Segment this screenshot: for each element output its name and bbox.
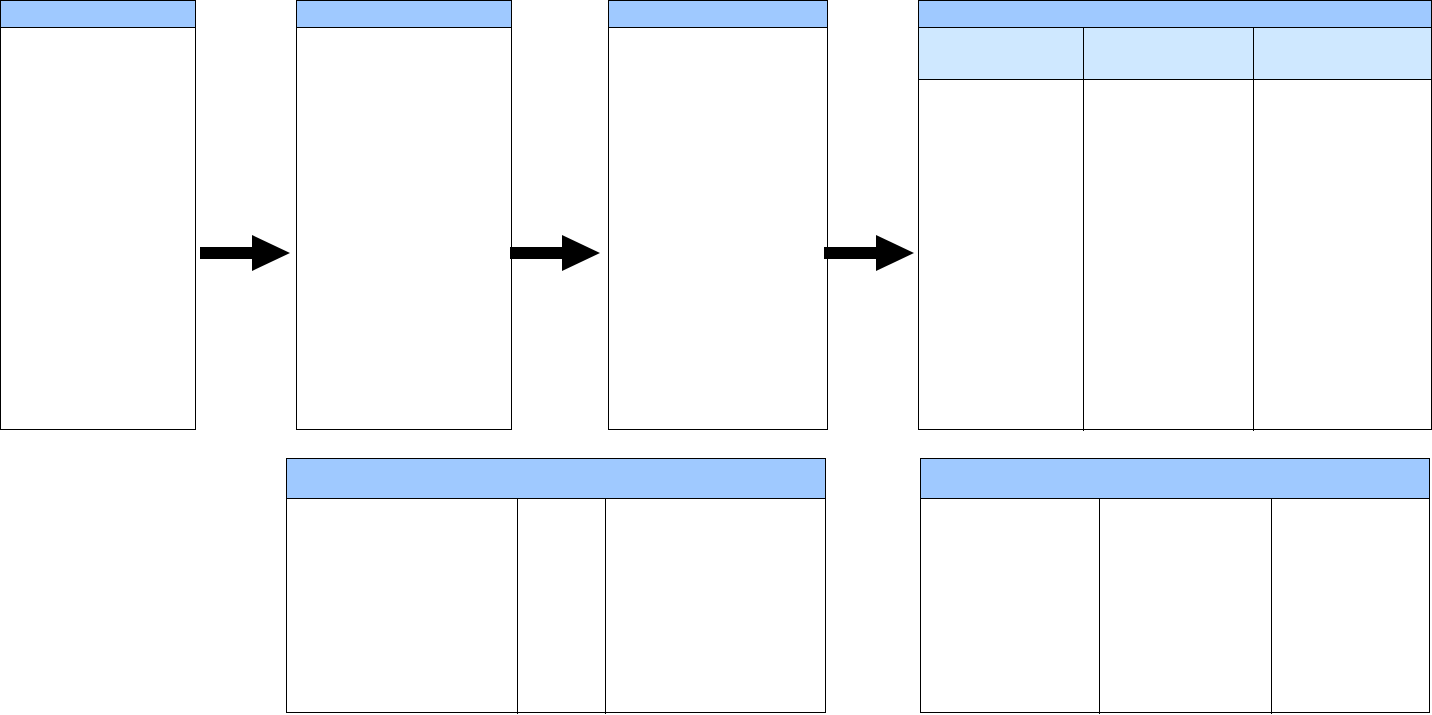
arrow-right-icon <box>508 233 600 273</box>
arrow-1 <box>198 233 290 273</box>
stage-5-col-divider-2 <box>605 499 606 714</box>
stage-6-col-divider-1 <box>1099 499 1100 714</box>
stage-box-5 <box>286 458 826 713</box>
stage-2-header <box>297 1 511 28</box>
arrow-right-icon <box>822 233 914 273</box>
arrow-3 <box>822 233 914 273</box>
stage-box-1 <box>0 0 196 430</box>
stage-4-col-divider-1 <box>1083 28 1084 431</box>
stage-box-2 <box>296 0 512 430</box>
stage-6-col-divider-2 <box>1271 499 1272 714</box>
stage-6-header <box>921 459 1429 499</box>
stage-3-header <box>609 1 827 28</box>
stage-4-subheader <box>919 28 1431 80</box>
stage-5-header <box>287 459 825 499</box>
arrow-right-icon <box>198 233 290 273</box>
stage-box-3 <box>608 0 828 430</box>
stage-box-6 <box>920 458 1430 713</box>
stage-4-col-divider-2 <box>1253 28 1254 431</box>
arrow-2 <box>508 233 600 273</box>
stage-4-header <box>919 1 1431 28</box>
stage-1-header <box>1 1 195 28</box>
stage-box-4 <box>918 0 1432 430</box>
stage-5-col-divider-1 <box>517 499 518 714</box>
